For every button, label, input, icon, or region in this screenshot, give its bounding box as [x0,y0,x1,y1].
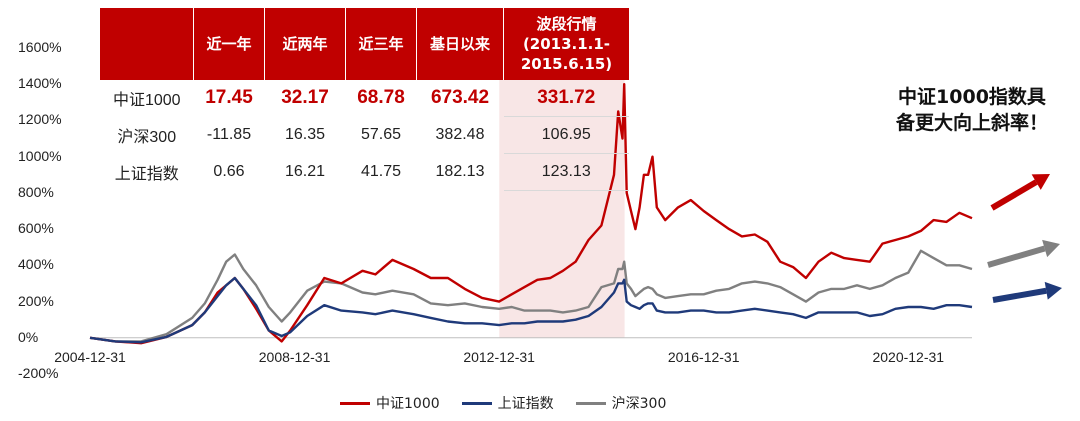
table-cell: 57.65 [360,126,402,143]
table-cell: 17.45 [205,87,253,109]
y-tick-label: 1400% [18,75,62,92]
slope-callout: 中证1000指数具 备更大向上斜率！ [872,84,1072,136]
table-header-2y: 近两年 [264,8,346,80]
table-cell: 68.78 [357,87,405,109]
callout-line-2: 备更大向上斜率！ [895,112,1048,134]
trend-arrow-1 [987,239,1060,268]
table-cell: 0.66 [213,163,245,180]
y-tick-label: 600% [18,220,54,237]
legend-item: 沪深300 [575,393,667,413]
table-header-since-base: 基日以来 [416,8,504,80]
table-cell: 673.42 [430,87,490,109]
table-cell: 16.21 [284,163,326,180]
x-tick-label: 2004-12-31 [54,349,126,365]
series-line-2 [89,249,973,343]
y-tick-label: 400% [18,256,54,273]
table-cell: 182.13 [435,163,485,180]
table-row: 中证1000 17.45 32.17 68.78 673.42 331.72 [100,80,629,117]
legend-item: 中证1000 [340,393,440,413]
table-cell: 41.75 [360,163,402,180]
table-cell: 331.72 [503,80,629,117]
legend-label: 中证1000 [376,396,440,412]
row-label: 上证指数 [114,166,179,183]
y-tick-label: 800% [18,183,54,200]
x-tick-label: 2012-12-31 [463,349,535,365]
table-header-wave-period: 波段行情 (2013.1.1- 2015.6.15) [503,8,629,80]
chart-legend: 中证1000 上证指数 沪深300 [340,393,666,413]
x-tick-label: 2008-12-31 [258,349,331,365]
y-tick-label: 1000% [18,147,62,164]
table-header-row: 近一年 近两年 近三年 基日以来 波段行情 (2013.1.1- 2015.6.… [100,8,629,80]
x-tick-label: 2020-12-31 [872,349,945,365]
legend-label: 沪深300 [611,396,667,412]
table-cell: 382.48 [435,126,485,143]
legend-swatch [340,401,370,405]
legend-swatch [461,401,492,405]
table-header-3y: 近三年 [345,8,417,80]
table-row: 沪深300 -11.85 16.35 57.65 382.48 106.95 [100,116,629,154]
y-tick-label: -200% [18,365,59,381]
trend-arrow-2 [992,281,1062,303]
row-label: 沪深300 [117,129,177,146]
callout-line-1: 中证1000指数具 [898,86,1046,108]
table-cell: 16.35 [284,126,326,143]
x-tick-label: 2016-12-31 [667,349,740,365]
table-row: 上证指数 0.66 16.21 41.75 182.13 123.13 [100,153,629,191]
y-tick-label: 1600% [18,39,62,55]
legend-item: 上证指数 [461,393,554,413]
row-label: 中证1000 [112,92,181,110]
table-cell: -11.85 [206,126,252,143]
y-tick-label: 200% [18,292,54,309]
legend-label: 上证指数 [497,396,554,412]
table-cell: 106.95 [503,116,629,154]
table-header-1y: 近一年 [193,8,265,80]
series-line-1 [89,276,973,344]
table-cell: 123.13 [503,153,629,191]
table-header-empty [100,8,194,80]
y-tick-label: 1200% [18,111,62,128]
trend-arrow-0 [990,174,1050,211]
y-tick-label: 0% [18,328,39,345]
table-cell: 32.17 [281,87,329,109]
legend-swatch [575,401,606,405]
performance-table: 近一年 近两年 近三年 基日以来 波段行情 (2013.1.1- 2015.6.… [100,8,629,191]
